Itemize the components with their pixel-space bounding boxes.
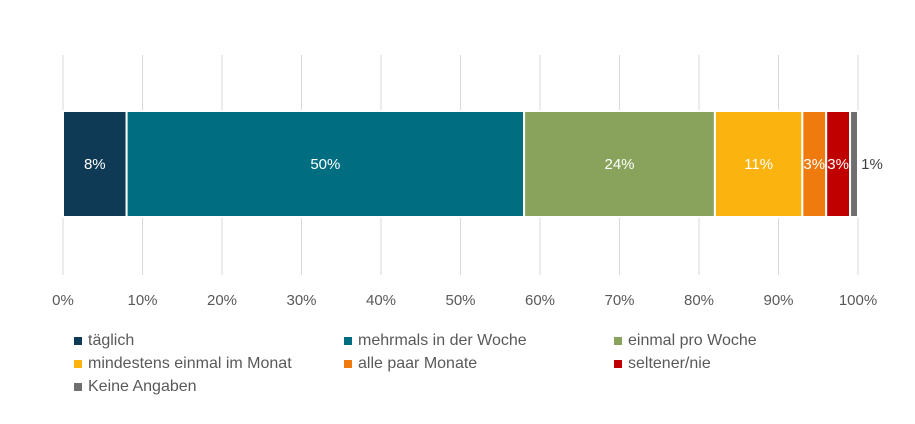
legend-swatch bbox=[614, 336, 622, 345]
legend-item: einmal pro Woche bbox=[614, 330, 834, 351]
x-tick-label: 10% bbox=[127, 292, 157, 309]
legend-item: mindestens einmal im Monat bbox=[74, 353, 344, 374]
legend-item: täglich bbox=[74, 330, 344, 351]
bar-segment bbox=[713, 110, 804, 218]
legend-label: einmal pro Woche bbox=[628, 331, 757, 349]
legend-label: seltener/nie bbox=[628, 354, 711, 372]
legend-label: mindestens einmal im Monat bbox=[88, 354, 292, 372]
legend-label: alle paar Monate bbox=[358, 354, 478, 372]
data-label: 3% bbox=[827, 156, 849, 173]
legend-swatch bbox=[614, 359, 622, 368]
legend-item: Keine Angaben bbox=[74, 376, 344, 397]
data-label: 8% bbox=[84, 156, 106, 173]
legend: täglich mehrmals in der Woche einmal pro W… bbox=[74, 330, 834, 397]
legend-swatch bbox=[344, 359, 352, 368]
bar-segment bbox=[849, 110, 859, 218]
data-label: 1% bbox=[861, 156, 883, 173]
x-tick-label: 30% bbox=[286, 292, 316, 309]
legend-swatch bbox=[74, 382, 82, 391]
legend-label: mehrmals in der Woche bbox=[358, 331, 527, 349]
x-tick-label: 90% bbox=[763, 292, 793, 309]
x-tick-label: 70% bbox=[604, 292, 634, 309]
legend-swatch bbox=[74, 359, 82, 368]
x-tick-label: 50% bbox=[445, 292, 475, 309]
x-tick-label: 0% bbox=[52, 292, 74, 309]
legend-label: täglich bbox=[88, 331, 135, 349]
x-tick-label: 40% bbox=[366, 292, 396, 309]
x-tick-label: 100% bbox=[839, 292, 877, 309]
legend-label: Keine Angaben bbox=[88, 377, 197, 395]
legend-swatch bbox=[344, 336, 352, 345]
bar-segment bbox=[62, 110, 128, 218]
data-label: 3% bbox=[803, 156, 825, 173]
x-tick-label: 20% bbox=[207, 292, 237, 309]
legend-item: seltener/nie bbox=[614, 353, 834, 374]
x-tick-label: 80% bbox=[684, 292, 714, 309]
data-label: 50% bbox=[310, 156, 340, 173]
legend-item: mehrmals in der Woche bbox=[344, 330, 614, 351]
legend-swatch bbox=[74, 336, 82, 345]
data-label: 11% bbox=[744, 156, 773, 173]
data-label: 24% bbox=[604, 156, 634, 173]
x-tick-label: 60% bbox=[525, 292, 555, 309]
legend-item: alle paar Monate bbox=[344, 353, 614, 374]
